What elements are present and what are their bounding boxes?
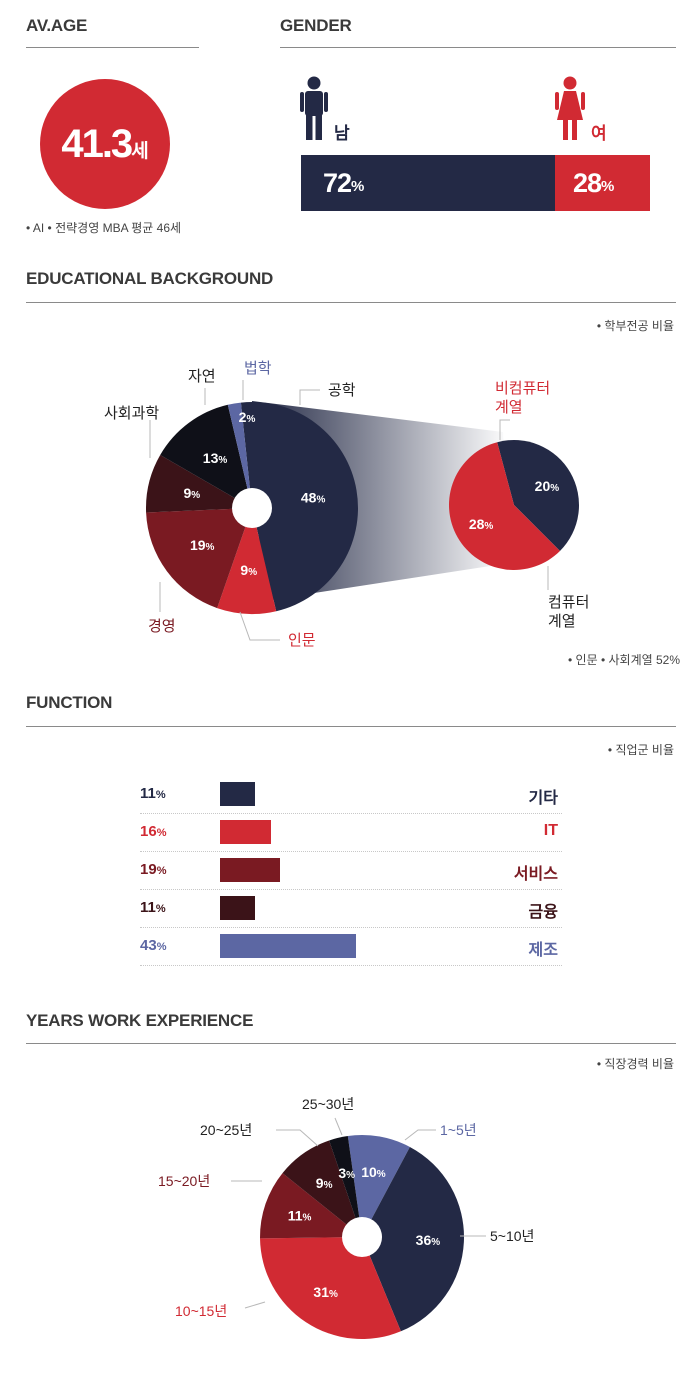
exp-slice-4 bbox=[282, 1140, 362, 1237]
male-pct: 72 bbox=[323, 167, 352, 198]
edu-label-noncomputer-1: 비컴퓨터 bbox=[495, 380, 550, 397]
function-row: 16% IT bbox=[140, 813, 562, 852]
edu-label-law: 법학 bbox=[244, 360, 272, 377]
function-pct: 16% bbox=[140, 823, 167, 840]
edu-bd-slice-1 bbox=[448, 442, 560, 570]
edu-slice-0 bbox=[240, 402, 358, 612]
male-pct-sign: % bbox=[351, 178, 365, 195]
edu-bd-value-1: 28% bbox=[469, 516, 494, 532]
function-row: 43% 제조 bbox=[140, 927, 562, 966]
edu-value-5: 2% bbox=[239, 409, 256, 425]
exp-value-1: 36% bbox=[416, 1232, 441, 1248]
edu-slice-1 bbox=[217, 508, 277, 614]
function-bar bbox=[220, 858, 281, 882]
female-label: 여 bbox=[591, 124, 607, 143]
edu-label-noncomputer-2: 계열 bbox=[495, 399, 523, 416]
age-rule bbox=[26, 47, 199, 48]
exp-label-15-20: 15~20년 bbox=[158, 1173, 210, 1189]
gender-title: GENDER bbox=[280, 16, 352, 35]
function-label: 기타 bbox=[528, 790, 558, 807]
function-label: 제조 bbox=[528, 942, 558, 959]
edu-value-0: 48% bbox=[301, 490, 326, 506]
gender-rule bbox=[280, 47, 676, 48]
age-circle: 41.3 세 bbox=[40, 79, 170, 209]
function-row: 11% 금융 bbox=[140, 889, 562, 928]
exp-label-1-5: 1~5년 bbox=[440, 1122, 477, 1138]
edu-label-computer-1: 컴퓨터 bbox=[548, 594, 589, 611]
function-bar bbox=[220, 820, 271, 844]
edu-value-4: 13% bbox=[203, 450, 228, 466]
education-chart: 48%9%19%9%13%2% 20%28% 공학 법학 자연 사회과학 경영 … bbox=[104, 360, 589, 649]
edu-value-2: 19% bbox=[190, 537, 215, 553]
female-pct-sign: % bbox=[601, 178, 615, 195]
exp-value-0: 10% bbox=[361, 1164, 386, 1180]
experience-pie: 10% 36% 31% 11% 9% 3% bbox=[260, 1135, 464, 1339]
function-label: 서비스 bbox=[513, 866, 558, 883]
exp-value-4: 9% bbox=[316, 1175, 333, 1191]
edu-value-3: 9% bbox=[183, 485, 200, 501]
age-unit: 세 bbox=[131, 140, 149, 162]
edu-bd-value-0: 20% bbox=[535, 478, 560, 494]
exp-slice-1 bbox=[362, 1146, 464, 1332]
experience-title: YEARS WORK EXPERIENCE bbox=[26, 1011, 254, 1030]
exp-slice-3 bbox=[260, 1173, 362, 1239]
function-rule bbox=[26, 726, 676, 727]
edu-slice-2 bbox=[146, 508, 252, 609]
function-label: IT bbox=[543, 822, 558, 839]
edu-slice-3 bbox=[146, 455, 252, 513]
function-note: • 직업군 비율 bbox=[607, 743, 674, 757]
function-title: FUNCTION bbox=[26, 693, 113, 712]
education-pie: 48% 9% 19% 9% 13% 2% bbox=[146, 402, 358, 614]
edu-value-1: 9% bbox=[240, 562, 257, 578]
edu-slice-5 bbox=[227, 402, 252, 508]
function-pct: 11% bbox=[140, 785, 166, 802]
function-row: 11% 기타 bbox=[140, 775, 562, 814]
function-label: 금융 bbox=[528, 904, 558, 921]
exp-value-5: 3% bbox=[338, 1165, 355, 1181]
male-person-icon bbox=[300, 76, 328, 140]
education-rule bbox=[26, 302, 676, 303]
function-pct: 19% bbox=[140, 861, 167, 878]
education-breakdown-pie: 20% 28% bbox=[448, 440, 579, 570]
exp-value-3: 11% bbox=[288, 1208, 312, 1224]
exp-slice-2 bbox=[260, 1237, 401, 1339]
function-pct: 11% bbox=[140, 899, 166, 916]
exp-value-2: 31% bbox=[313, 1284, 338, 1300]
function-row: 19% 서비스 bbox=[140, 851, 562, 890]
function-bar bbox=[220, 782, 255, 806]
edu-label-humanities: 인문 bbox=[288, 632, 316, 649]
age-title: AV.AGE bbox=[26, 16, 88, 35]
function-bar bbox=[220, 896, 255, 920]
education-note-top: • 학부전공 비율 bbox=[596, 319, 674, 333]
experience-note: • 직장경력 비율 bbox=[596, 1057, 674, 1071]
exp-label-20-25: 20~25년 bbox=[200, 1122, 252, 1138]
edu-label-science: 자연 bbox=[188, 368, 216, 385]
exp-label-25-30: 25~30년 bbox=[302, 1096, 354, 1112]
education-title: EDUCATIONAL BACKGROUND bbox=[26, 269, 274, 288]
exp-label-5-10: 5~10년 bbox=[490, 1228, 534, 1244]
male-bar: 72% bbox=[301, 155, 555, 211]
male-label: 남 bbox=[334, 124, 350, 143]
education-note-bottom: • 인문 • 사회계열 52% bbox=[568, 653, 680, 667]
female-person-icon bbox=[555, 76, 585, 140]
function-bar bbox=[220, 934, 356, 958]
function-pct: 43% bbox=[140, 937, 167, 954]
edu-label-computer-2: 계열 bbox=[548, 613, 576, 630]
female-pct: 28 bbox=[573, 167, 602, 198]
exp-slice-0 bbox=[347, 1135, 410, 1237]
exp-label-10-15: 10~15년 bbox=[175, 1303, 227, 1319]
age-note: • AI • 전략경영 MBA 평균 46세 bbox=[26, 221, 182, 235]
experience-rule bbox=[26, 1043, 676, 1044]
edu-label-engineering: 공학 bbox=[328, 382, 356, 399]
edu-label-business: 경영 bbox=[148, 618, 176, 635]
edu-bd-slice-0 bbox=[497, 440, 579, 551]
age-value: 41.3 bbox=[61, 121, 133, 166]
exp-slice-5 bbox=[329, 1135, 362, 1237]
edu-slice-4 bbox=[160, 404, 252, 508]
female-bar: 28% bbox=[555, 155, 650, 211]
experience-chart: 10% 36% 31% 11% 9% 3% 1~5년 5~10년 10~15년 15~20… bbox=[158, 1096, 534, 1339]
edu-label-social: 사회과학 bbox=[104, 405, 159, 422]
